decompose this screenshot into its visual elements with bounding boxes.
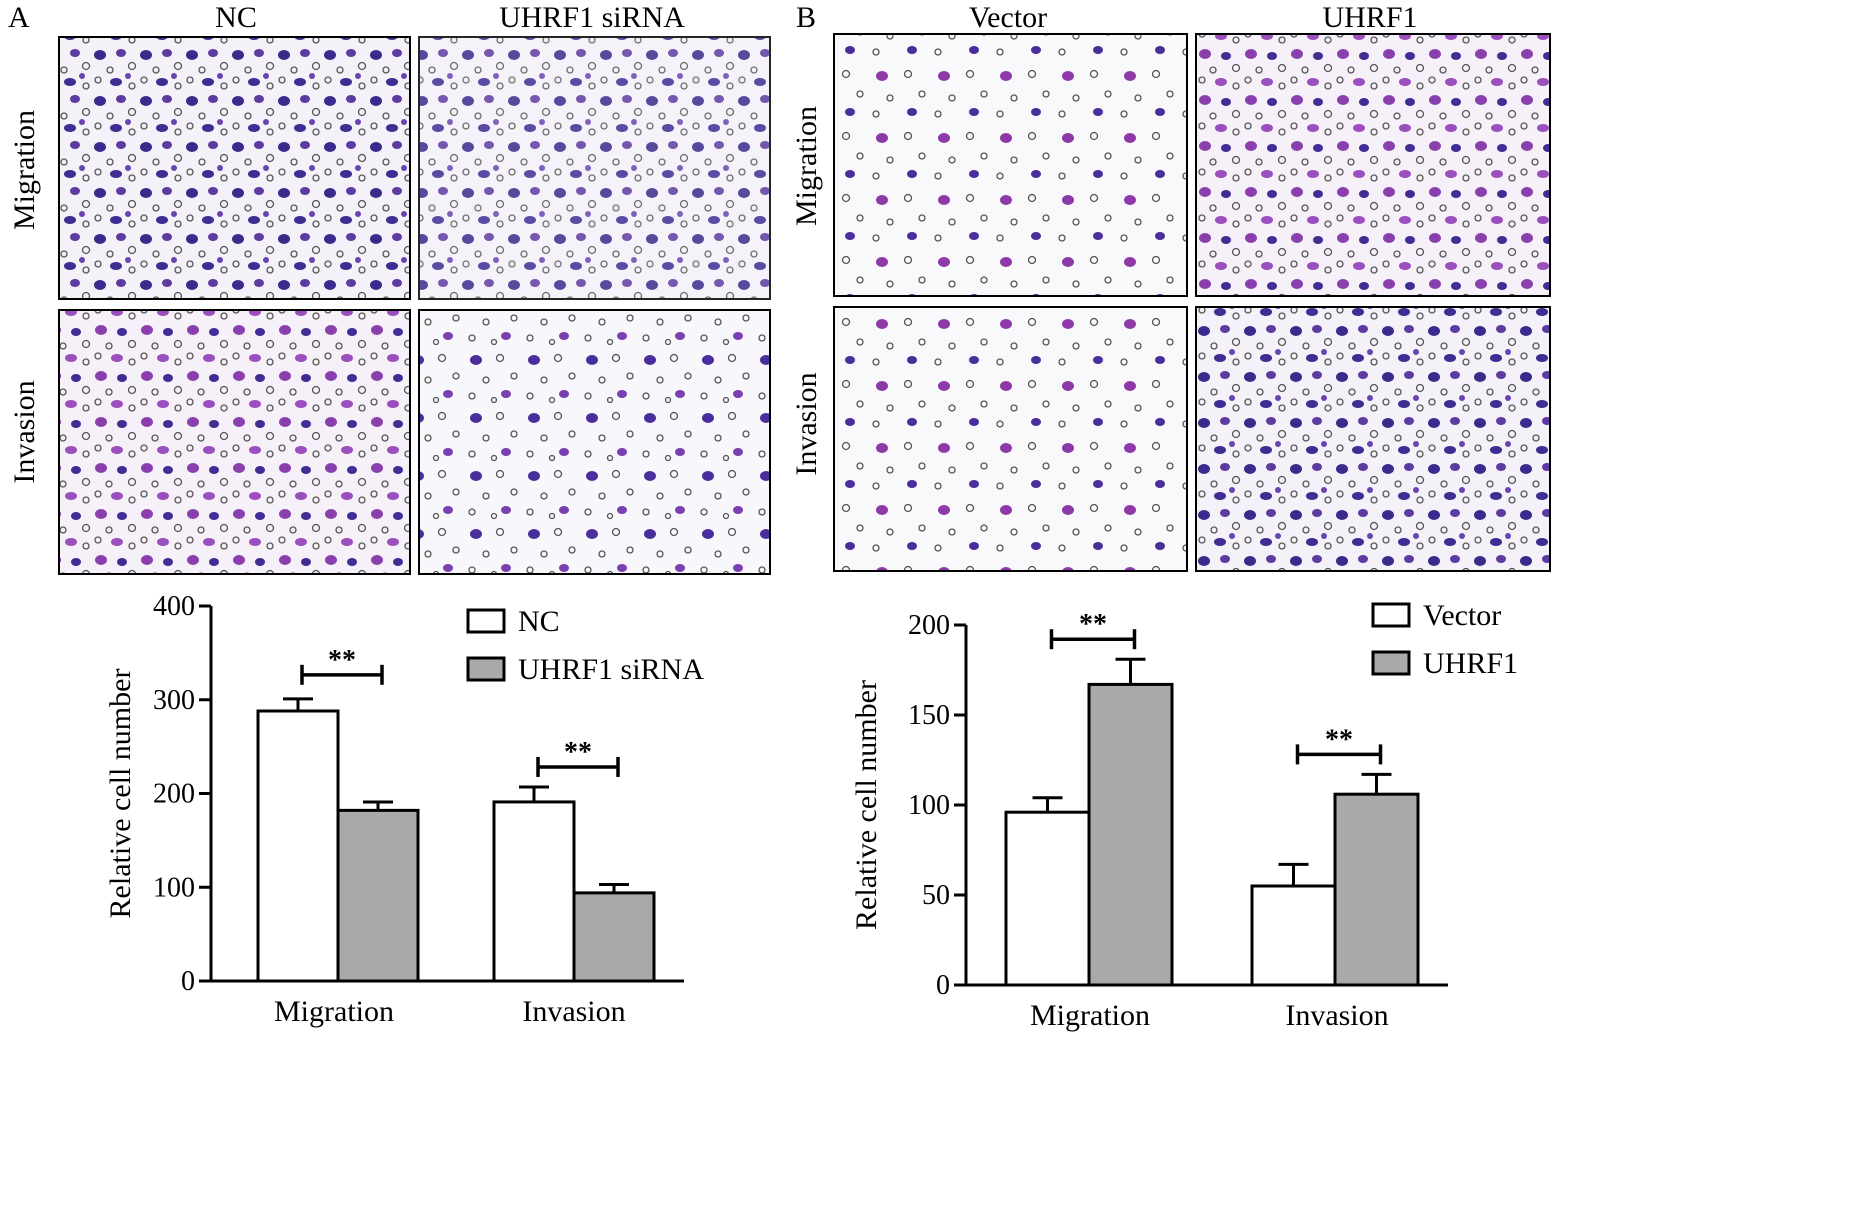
chart-a-bar-uhrf1-sirna	[572, 891, 656, 983]
chart-a-legend-label: UHRF1 siRNA	[518, 653, 704, 686]
chart-a-sig-label: **	[328, 645, 356, 676]
chart-b-category-label: Invasion	[1285, 999, 1388, 1032]
chart-a-category-label: Migration	[274, 995, 394, 1028]
panel-b-row1-label: Migration	[790, 106, 823, 226]
chart-a-bar-nc	[256, 709, 340, 983]
panel-a-col1-title: NC	[215, 1, 257, 34]
chart-b-ytick-label: 100	[908, 790, 950, 821]
chart-a-bar-nc	[492, 800, 576, 983]
micrograph-vector-migration	[833, 33, 1188, 297]
micrograph-nc-invasion	[58, 309, 411, 575]
chart-b-ylabel: Relative cell number	[850, 680, 883, 930]
micrograph-sirna-migration	[418, 36, 771, 300]
micrograph-uhrf1-migration	[1195, 33, 1551, 297]
chart-a-sig-label: **	[564, 737, 592, 768]
chart-b-legend-label: UHRF1	[1423, 647, 1518, 680]
chart-a-ytick-label: 100	[153, 872, 195, 903]
chart-b-ytick-label: 200	[908, 610, 950, 641]
chart-a-legend-swatch	[466, 656, 506, 682]
panel-b-row2-label: Invasion	[790, 372, 823, 475]
panel-b-col1-title: Vector	[969, 1, 1047, 34]
micrograph-sirna-invasion	[418, 309, 771, 575]
chart-b-bar-vector	[1250, 884, 1337, 987]
chart-b-legend-swatch	[1371, 602, 1411, 628]
chart-a-ytick-label: 300	[153, 685, 195, 716]
panel-b-letter: B	[796, 1, 816, 34]
chart-b-category-label: Migration	[1030, 999, 1150, 1032]
chart-a-category-label: Invasion	[522, 995, 625, 1028]
chart-b-ytick-label: 150	[908, 700, 950, 731]
chart-b-sig-label: **	[1079, 609, 1107, 640]
bar-chart-a: 0 100 200 300 400 Relative cell number ** Migra…	[104, 591, 704, 1028]
micrograph-nc-migration	[58, 36, 411, 300]
chart-a-bar-uhrf1-sirna	[336, 808, 420, 983]
chart-b-ytick-label: 50	[922, 880, 950, 911]
panel-a-letter: A	[8, 1, 30, 34]
micrograph-uhrf1-invasion	[1195, 306, 1551, 572]
chart-a-ytick-label: 200	[153, 779, 195, 810]
panel-a-row2-label: Invasion	[8, 380, 41, 483]
chart-b-sig-label: **	[1325, 724, 1353, 755]
chart-a-ylabel: Relative cell number	[104, 669, 137, 919]
chart-b-ytick-label: 0	[936, 970, 950, 1001]
chart-b-bar-vector	[1004, 810, 1091, 987]
chart-a-ytick-label: 400	[153, 591, 195, 622]
chart-b-legend-label: Vector	[1423, 599, 1501, 632]
micrograph-vector-invasion	[833, 306, 1188, 572]
panel-a-col2-title: UHRF1 siRNA	[499, 1, 685, 34]
chart-a-ytick-label: 0	[181, 966, 195, 997]
chart-b-bar-uhrf1	[1333, 792, 1420, 987]
chart-b-legend-swatch	[1371, 650, 1411, 676]
panel-b-col2-title: UHRF1	[1322, 1, 1417, 34]
chart-b-bar-uhrf1	[1087, 682, 1174, 987]
panel-a-row1-label: Migration	[8, 110, 41, 230]
chart-a-legend-label: NC	[518, 605, 560, 638]
chart-a-legend-swatch	[466, 608, 506, 634]
bar-chart-b: 0 50 100 150 200 Relative cell number ** Migrat…	[850, 599, 1518, 1032]
